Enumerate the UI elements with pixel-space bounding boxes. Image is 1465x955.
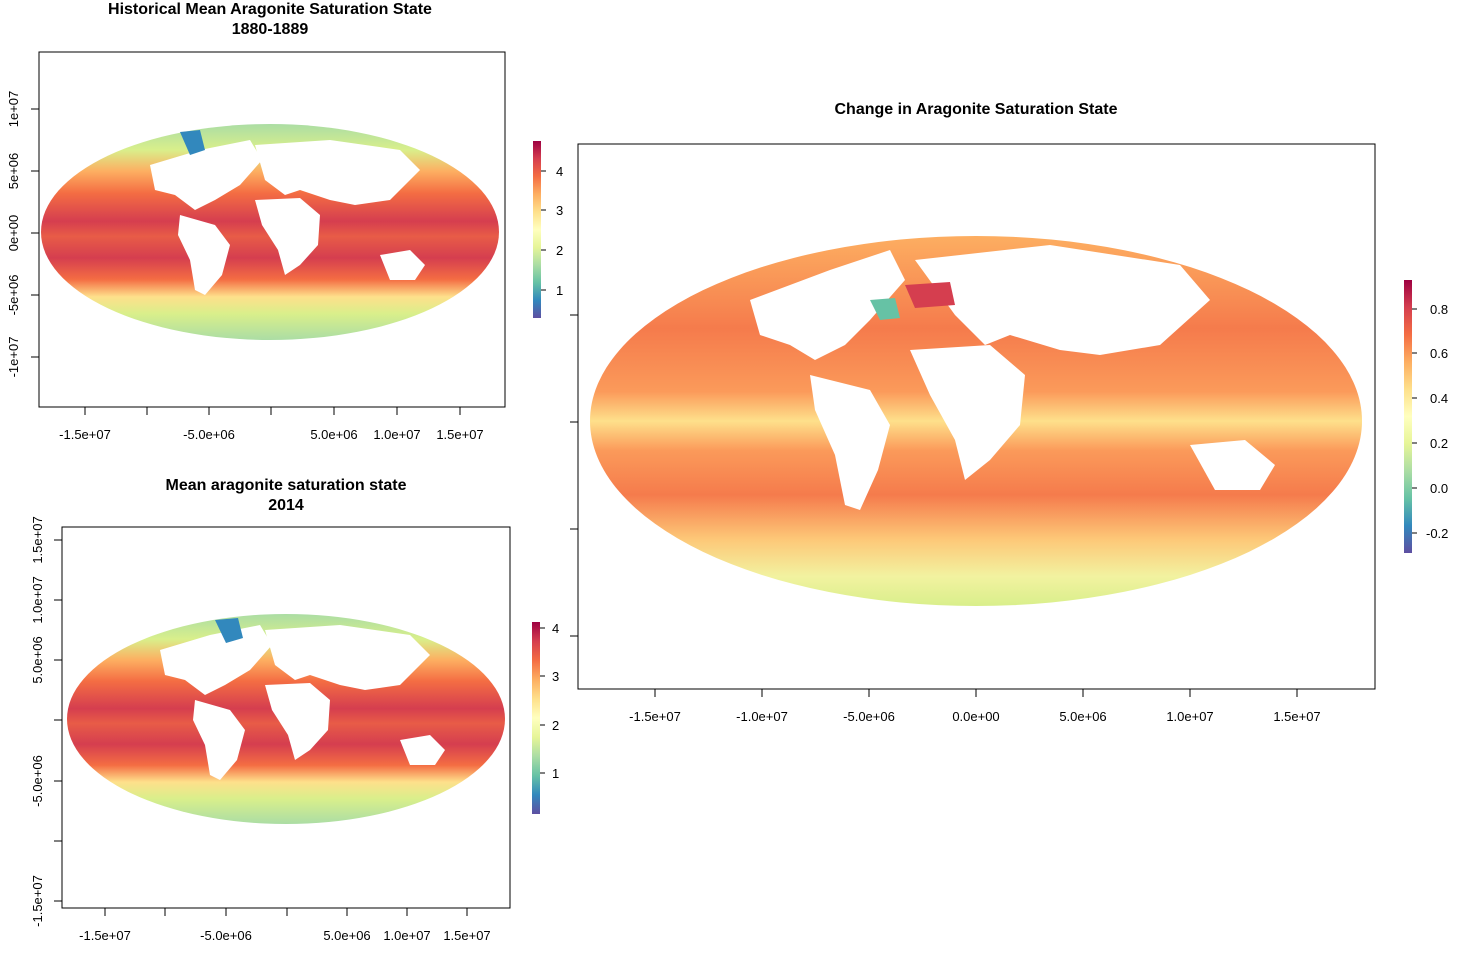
historical-legend: 4 3 2 1 bbox=[533, 141, 563, 318]
historical-y-tick: -1e+07 bbox=[6, 337, 21, 378]
change-legend-bar bbox=[1404, 280, 1412, 553]
historical-x-tick: -5.0e+06 bbox=[183, 427, 235, 442]
eurasia-land bbox=[265, 625, 430, 690]
recent-x-tick: 1.5e+07 bbox=[443, 928, 490, 943]
recent-y-tick: -5.0e+06 bbox=[30, 755, 45, 807]
change-x-axis: -1.5e+07 -1.0e+07 -5.0e+06 0.0e+00 5.0e+… bbox=[629, 689, 1321, 724]
recent-y-tick: 1.5e+07 bbox=[30, 516, 45, 563]
historical-plot-box bbox=[38, 51, 506, 408]
recent-legend-tick: 4 bbox=[552, 621, 559, 636]
recent-map-panel: Mean aragonite saturation state 2014 -1.… bbox=[30, 477, 559, 943]
change-x-tick: 0.0e+00 bbox=[952, 709, 999, 724]
south-america-land bbox=[178, 215, 230, 295]
south-america-land bbox=[810, 375, 890, 510]
change-legend-tick: -0.2 bbox=[1426, 526, 1448, 541]
historical-legend-tick: 3 bbox=[556, 203, 563, 218]
change-x-tick: -5.0e+06 bbox=[843, 709, 895, 724]
recent-y-tick: 1.0e+07 bbox=[30, 576, 45, 623]
recent-x-tick: -1.5e+07 bbox=[79, 928, 131, 943]
north-america-land bbox=[160, 625, 272, 695]
historical-x-tick: 1.0e+07 bbox=[373, 427, 420, 442]
recent-x-axis: -1.5e+07 -5.0e+06 5.0e+06 1.0e+07 1.5e+0… bbox=[79, 908, 491, 943]
change-title: Change in Aragonite Saturation State bbox=[835, 101, 1118, 118]
recent-legend-tick: 2 bbox=[552, 718, 559, 733]
south-america-land bbox=[193, 700, 245, 780]
north-atlantic-region bbox=[905, 282, 955, 308]
historical-legend-tick: 4 bbox=[556, 164, 563, 179]
australia-land bbox=[1190, 440, 1275, 490]
recent-y-tick: 5.0e+06 bbox=[30, 636, 45, 683]
change-x-tick: -1.0e+07 bbox=[736, 709, 788, 724]
historical-title-line2: 1880-1889 bbox=[232, 21, 309, 38]
change-y-axis bbox=[570, 314, 578, 637]
eurasia-land bbox=[915, 245, 1210, 355]
historical-x-tick: 1.5e+07 bbox=[436, 427, 483, 442]
recent-legend-bar bbox=[532, 622, 540, 814]
africa-land bbox=[255, 198, 320, 275]
historical-y-axis: 1e+07 5e+06 0e+00 -5e+06 -1e+07 bbox=[6, 91, 39, 378]
historical-legend-tick: 1 bbox=[556, 283, 563, 298]
africa-land bbox=[265, 683, 330, 760]
change-map-panel: Change in Aragonite Saturation State -1.… bbox=[570, 101, 1448, 724]
historical-y-tick: 5e+06 bbox=[6, 153, 21, 190]
recent-x-tick: -5.0e+06 bbox=[200, 928, 252, 943]
historical-y-tick: -5e+06 bbox=[6, 275, 21, 316]
australia-land bbox=[400, 735, 445, 765]
historical-x-tick: -1.5e+07 bbox=[59, 427, 111, 442]
change-legend-tick: 0.6 bbox=[1430, 346, 1448, 361]
historical-x-tick: 5.0e+06 bbox=[310, 427, 357, 442]
change-legend-tick: 0.2 bbox=[1430, 436, 1448, 451]
change-x-tick: -1.5e+07 bbox=[629, 709, 681, 724]
recent-y-tick: -1.5e+07 bbox=[30, 875, 45, 927]
historical-legend-tick: 2 bbox=[556, 243, 563, 258]
north-america-land bbox=[150, 140, 262, 210]
labrador-sea-region bbox=[870, 298, 900, 320]
historical-y-tick: 0e+00 bbox=[6, 215, 21, 252]
change-legend: 0.8 0.6 0.4 0.2 0.0 -0.2 bbox=[1404, 280, 1448, 553]
change-land bbox=[750, 245, 1275, 510]
historical-land bbox=[150, 130, 425, 295]
change-legend-tick: 0.8 bbox=[1430, 302, 1448, 317]
recent-legend: 4 3 2 1 bbox=[532, 621, 559, 814]
change-x-tick: 1.5e+07 bbox=[1273, 709, 1320, 724]
historical-x-axis: -1.5e+07 -5.0e+06 5.0e+06 1.0e+07 1.5e+0… bbox=[59, 407, 484, 442]
arctic-basin bbox=[215, 618, 243, 643]
recent-title-line1: Mean aragonite saturation state bbox=[166, 477, 407, 494]
recent-x-tick: 5.0e+06 bbox=[323, 928, 370, 943]
north-america-land bbox=[750, 250, 905, 360]
recent-legend-tick: 1 bbox=[552, 766, 559, 781]
recent-land bbox=[160, 618, 445, 780]
change-x-tick: 5.0e+06 bbox=[1059, 709, 1106, 724]
historical-legend-bar bbox=[533, 141, 541, 318]
australia-land bbox=[380, 250, 425, 280]
historical-map-panel: Historical Mean Aragonite Saturation Sta… bbox=[6, 1, 563, 442]
recent-y-axis: 1.5e+07 1.0e+07 5.0e+06 -5.0e+06 -1.5e+0… bbox=[30, 516, 62, 927]
change-legend-tick: 0.0 bbox=[1430, 481, 1448, 496]
recent-title-line2: 2014 bbox=[268, 497, 304, 514]
change-legend-tick: 0.4 bbox=[1430, 391, 1448, 406]
recent-plot-box bbox=[61, 526, 511, 909]
eurasia-land bbox=[255, 140, 420, 205]
change-x-tick: 1.0e+07 bbox=[1166, 709, 1213, 724]
recent-x-tick: 1.0e+07 bbox=[383, 928, 430, 943]
historical-title-line1: Historical Mean Aragonite Saturation Sta… bbox=[108, 1, 432, 18]
arctic-basin bbox=[180, 130, 205, 155]
historical-y-tick: 1e+07 bbox=[6, 91, 21, 128]
recent-legend-tick: 3 bbox=[552, 669, 559, 684]
africa-land bbox=[910, 345, 1025, 480]
